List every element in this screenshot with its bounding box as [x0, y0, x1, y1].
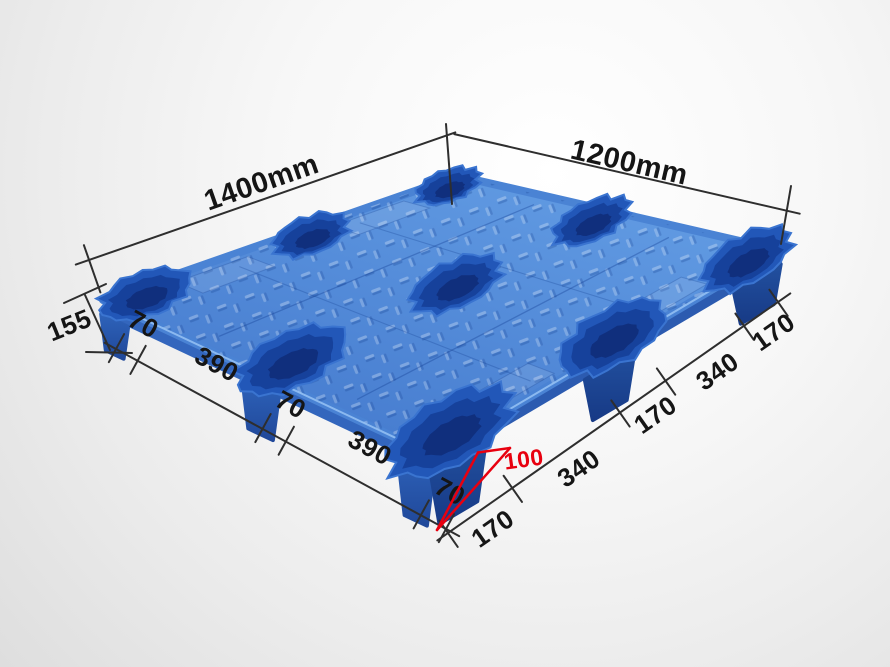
- deck-tread-texture: [103, 176, 779, 455]
- foot-height-hypotenuse: [435, 446, 512, 532]
- dim-front-left-edge-line: [103, 341, 461, 538]
- deck-foot-recess: [269, 210, 354, 261]
- deck-foot-recess: [558, 296, 668, 379]
- recess-floor: [590, 323, 639, 359]
- dim-front-left-edge-tick: [254, 412, 272, 444]
- dim-front-right-edge-label: 340: [690, 346, 744, 396]
- deck-foot-recess: [697, 222, 799, 296]
- deck-seam-line: [359, 222, 649, 314]
- recess-floor: [125, 285, 168, 310]
- dim-extension-tick: [780, 185, 792, 245]
- dim-height-label: 155: [43, 303, 96, 348]
- dim-front-right-edge-label: 340: [552, 443, 606, 493]
- dim-length-label: 1400mm: [200, 148, 323, 218]
- deck-foot-recess: [384, 380, 520, 481]
- recess-floor: [267, 348, 319, 380]
- deck-foot-recess: [549, 192, 635, 248]
- dim-height-line: [84, 294, 111, 351]
- recess-floor: [436, 274, 480, 302]
- dim-front-right-edge-tick: [734, 312, 755, 341]
- dim-front-left-edge-tick: [277, 425, 295, 456]
- deck-foot-recess: [93, 264, 192, 323]
- deck-foot-recess: [405, 251, 508, 318]
- deck-seam-line: [356, 236, 670, 400]
- dim-width-label: 1200mm: [568, 134, 691, 192]
- dim-front-right-edge-label: 170: [628, 389, 682, 439]
- dim-front-right-edge-tick: [768, 288, 789, 317]
- dim-front-right-edge-label: 170: [466, 503, 520, 553]
- foot-height-tick: [476, 446, 512, 454]
- recess-floor: [727, 248, 770, 278]
- dim-height-tick-top: [63, 283, 107, 304]
- dim-front-right-edge-tick: [655, 367, 677, 396]
- dim-foot-height-100: 100: [435, 443, 545, 532]
- deck-foot-recess: [229, 321, 347, 398]
- dim-height-tick-bottom: [85, 351, 133, 354]
- dim-extension-tick: [82, 244, 102, 294]
- recess-floor: [422, 414, 482, 456]
- dim-foot-height-label: 100: [502, 443, 545, 474]
- dim-front-left-edge-tick: [107, 333, 126, 364]
- dim-length-line: [74, 131, 457, 266]
- dim-front-right-edge-line: [436, 292, 792, 542]
- deck-seam-line: [218, 204, 535, 337]
- pallet: [93, 164, 799, 528]
- dim-front-right-edge-tick: [502, 474, 523, 503]
- deck-smooth-band: [175, 256, 276, 294]
- recess-floor: [575, 213, 612, 236]
- foot-height-edge: [435, 451, 480, 532]
- recess-floor: [294, 228, 331, 250]
- dim-front-left-edge-tick: [412, 499, 430, 530]
- dim-front-right-edge-tick: [610, 399, 631, 428]
- deck-seam-line: [239, 266, 531, 382]
- dim-front-left-edge-tick: [129, 344, 147, 375]
- dim-width-line: [453, 133, 801, 215]
- dim-extension-tick: [445, 123, 453, 205]
